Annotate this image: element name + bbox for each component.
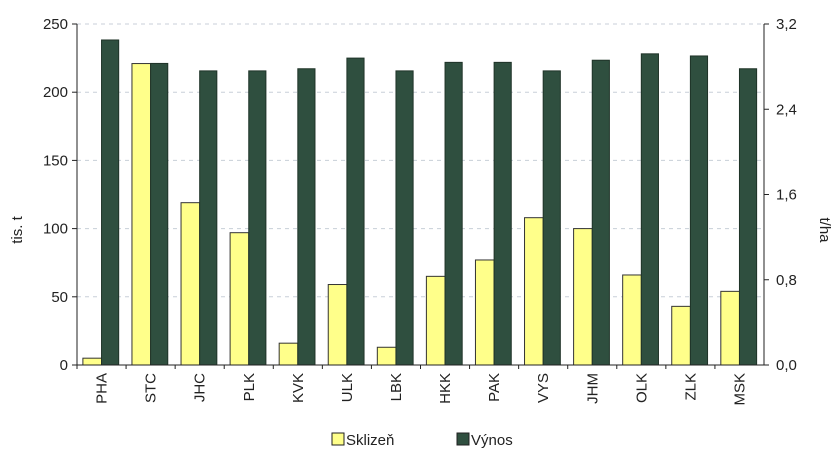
y2-tick-label: 2,4 — [776, 101, 797, 118]
x-tick-label: ZLK — [682, 373, 699, 401]
y-tick-label: 250 — [43, 16, 68, 33]
y2-tick-label: 1,6 — [776, 187, 797, 204]
legend-swatch-sklizen — [331, 432, 345, 446]
y-tick-label: 150 — [43, 152, 68, 169]
bar-vynos — [199, 70, 218, 366]
y2-tick-label: 3,2 — [776, 16, 797, 33]
bar-vynos — [248, 70, 267, 366]
bar-sklizen — [573, 228, 593, 366]
bars — [82, 39, 758, 366]
category-labels: PHA STC JHC PLK KVK ULK LBK HKK PAK VYS JHM OLK ZLK M… — [94, 373, 749, 406]
bar-vynos — [640, 53, 659, 366]
bar-sklizen — [524, 217, 544, 366]
bar-sklizen — [622, 274, 642, 366]
x-tick-label: MSK — [731, 373, 748, 406]
y-axis-title: tis. t — [9, 215, 26, 243]
y2-tick-label: 0,0 — [776, 357, 797, 374]
bar-sklizen — [720, 290, 740, 366]
x-tick-label: PAK — [486, 373, 503, 402]
bar-vynos — [738, 68, 758, 366]
x-tick-label: KVK — [290, 373, 307, 403]
bar-sklizen — [278, 342, 299, 366]
gridlines — [77, 23, 764, 298]
bar-sklizen — [671, 305, 691, 366]
bar-vynos — [297, 68, 316, 366]
bar-sklizen — [376, 346, 397, 366]
y-tick-label: 50 — [51, 289, 68, 306]
bar-sklizen — [474, 259, 495, 366]
legend-label-sklizen: Sklizeň — [346, 432, 394, 449]
bar-vynos — [346, 57, 365, 366]
bar-vynos — [542, 70, 561, 366]
right-tick-labels: 0,0 0,8 1,6 2,4 3,2 — [776, 16, 797, 374]
x-tick-label: HKK — [437, 373, 454, 404]
x-tick-label: JHM — [584, 373, 601, 404]
bar-sklizen — [131, 63, 152, 366]
y2-axis-title: t/ha — [816, 217, 833, 243]
x-tick-label: STC — [143, 373, 160, 403]
bar-sklizen — [229, 232, 250, 366]
y-tick-label: 100 — [43, 221, 68, 238]
legend-swatch-vynos — [456, 432, 470, 446]
bar-vynos — [493, 61, 512, 366]
x-tick-label: LBK — [388, 373, 405, 401]
bar-sklizen — [82, 357, 103, 366]
y-tick-label: 200 — [43, 84, 68, 101]
bar-sklizen — [180, 202, 201, 366]
x-tick-label: VYS — [535, 373, 552, 403]
legend-label-vynos: Výnos — [471, 432, 513, 449]
left-tick-labels: 0 50 100 150 200 250 — [43, 16, 68, 374]
bar-vynos — [101, 39, 120, 366]
axes — [72, 23, 769, 369]
bar-vynos — [444, 61, 463, 366]
legend: Sklizeň Výnos — [331, 432, 513, 449]
x-tick-label: ULK — [339, 373, 356, 402]
bar-vynos — [689, 55, 709, 366]
x-tick-label: JHC — [192, 373, 209, 402]
bar-vynos — [395, 70, 414, 366]
x-tick-label: PHA — [94, 373, 111, 404]
y2-tick-label: 0,8 — [776, 272, 797, 289]
x-tick-label: OLK — [633, 373, 650, 403]
x-tick-label: PLK — [241, 373, 258, 401]
y-tick-label: 0 — [60, 357, 68, 374]
bar-vynos — [150, 62, 169, 366]
bar-vynos — [591, 59, 610, 366]
bar-sklizen — [425, 275, 446, 366]
bar-sklizen — [327, 284, 348, 366]
